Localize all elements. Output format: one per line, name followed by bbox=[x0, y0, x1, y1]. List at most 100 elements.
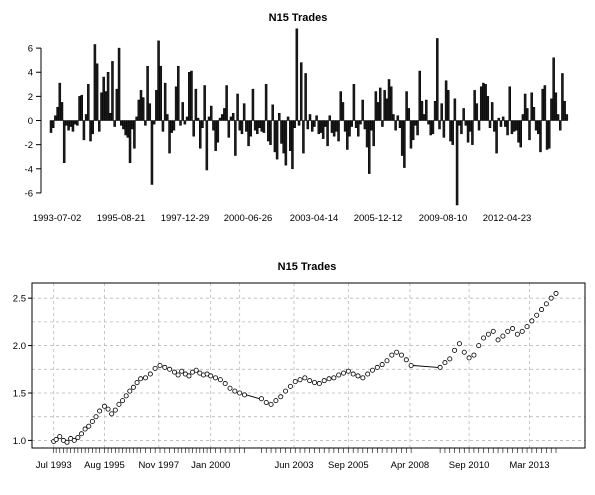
bar bbox=[328, 115, 332, 121]
bar bbox=[60, 102, 64, 121]
bar-chart-x-tick-label: 2012-04-23 bbox=[483, 213, 532, 224]
bar bbox=[490, 102, 494, 121]
bar bbox=[159, 65, 163, 121]
data-point bbox=[93, 414, 99, 420]
bar bbox=[433, 100, 437, 121]
bar bbox=[427, 120, 430, 125]
data-point bbox=[543, 301, 549, 307]
data-point bbox=[268, 401, 274, 407]
data-point bbox=[157, 362, 163, 368]
bar bbox=[547, 120, 551, 149]
bar-chart-x-tick-label: 2003-04-14 bbox=[290, 213, 339, 224]
data-point bbox=[64, 439, 70, 445]
bar bbox=[554, 92, 558, 121]
data-point bbox=[437, 364, 443, 370]
bar bbox=[93, 44, 97, 121]
bar bbox=[111, 61, 114, 121]
bar bbox=[442, 120, 446, 138]
bar bbox=[561, 73, 564, 121]
bar-chart-x-tick-label: 2000-06-26 bbox=[224, 213, 273, 224]
bar bbox=[528, 120, 531, 141]
bar bbox=[284, 120, 288, 166]
data-point bbox=[495, 337, 501, 343]
scatter-chart-x-tick-label: Sep 2010 bbox=[449, 460, 490, 471]
bar bbox=[306, 120, 310, 130]
bar bbox=[337, 120, 340, 142]
bar bbox=[299, 62, 303, 121]
bar bbox=[109, 113, 112, 121]
data-point bbox=[524, 324, 530, 330]
bar bbox=[98, 120, 101, 132]
data-point bbox=[167, 366, 173, 372]
scatter-chart-x-labels: Jul 1993 Aug 1995 Nov 1997 Jan 2000 Jun 2003… bbox=[36, 460, 550, 471]
data-point bbox=[379, 362, 385, 368]
bar bbox=[253, 120, 257, 131]
scatter-chart-x-tick-label: Sep 2005 bbox=[328, 460, 369, 471]
scatter-chart-y-tick-label: 1.5 bbox=[13, 389, 26, 400]
bar bbox=[343, 120, 347, 132]
bar bbox=[174, 86, 178, 121]
scatter-chart-x-tick-label: Aug 1995 bbox=[84, 460, 125, 471]
bar bbox=[418, 70, 422, 121]
scatter-chart-y-tick-label: 2.0 bbox=[13, 341, 26, 352]
bar bbox=[504, 120, 507, 127]
data-point bbox=[208, 373, 214, 379]
bar bbox=[130, 120, 134, 130]
data-point bbox=[142, 375, 148, 381]
bar bbox=[209, 105, 213, 121]
bar bbox=[91, 120, 94, 135]
bar bbox=[220, 114, 224, 121]
bar bbox=[181, 102, 184, 121]
bar bbox=[392, 114, 395, 121]
bar-chart-x-tick-label: 1997-12-29 bbox=[161, 213, 210, 224]
data-point bbox=[213, 375, 219, 381]
bar bbox=[62, 120, 66, 164]
data-point bbox=[548, 295, 554, 301]
data-point bbox=[403, 357, 409, 363]
bar bbox=[477, 120, 481, 131]
bar bbox=[396, 115, 400, 121]
bar bbox=[363, 120, 367, 130]
bar bbox=[335, 120, 338, 132]
bar bbox=[245, 120, 248, 132]
data-point bbox=[452, 347, 458, 353]
scatter-chart-x-tick-label: Jul 1993 bbox=[36, 460, 72, 471]
bar bbox=[87, 84, 90, 121]
bar bbox=[119, 120, 123, 126]
bar bbox=[264, 84, 268, 121]
data-point bbox=[355, 373, 361, 379]
bar bbox=[387, 79, 391, 121]
bar bbox=[317, 120, 321, 135]
bar bbox=[330, 120, 334, 133]
bar-chart-x-tick-label: 2005-12-12 bbox=[354, 213, 403, 224]
data-point bbox=[345, 368, 351, 374]
bar bbox=[161, 120, 165, 132]
data-point bbox=[369, 367, 375, 373]
data-point bbox=[217, 377, 223, 383]
bar bbox=[288, 120, 292, 151]
bar bbox=[194, 88, 198, 121]
bar-chart-x-labels: 1993-07-02 1995-08-21 1997-12-29 2000-06-26… bbox=[33, 213, 532, 224]
bar bbox=[247, 120, 250, 147]
bar bbox=[80, 94, 83, 121]
data-point bbox=[263, 399, 269, 405]
bar bbox=[172, 120, 176, 131]
bar bbox=[179, 120, 182, 126]
bar bbox=[523, 93, 527, 121]
data-point bbox=[222, 381, 228, 387]
bar bbox=[275, 120, 279, 160]
bar bbox=[271, 104, 274, 121]
bar bbox=[350, 120, 353, 127]
data-point bbox=[109, 411, 115, 417]
bar bbox=[530, 92, 533, 121]
data-point bbox=[408, 362, 414, 368]
data-point bbox=[86, 423, 92, 429]
data-point bbox=[57, 434, 63, 440]
bar bbox=[223, 108, 226, 121]
data-point bbox=[529, 318, 535, 324]
bar bbox=[411, 120, 415, 141]
bar bbox=[126, 120, 130, 138]
data-point bbox=[242, 392, 248, 398]
bar bbox=[177, 65, 180, 121]
bar bbox=[183, 120, 187, 125]
